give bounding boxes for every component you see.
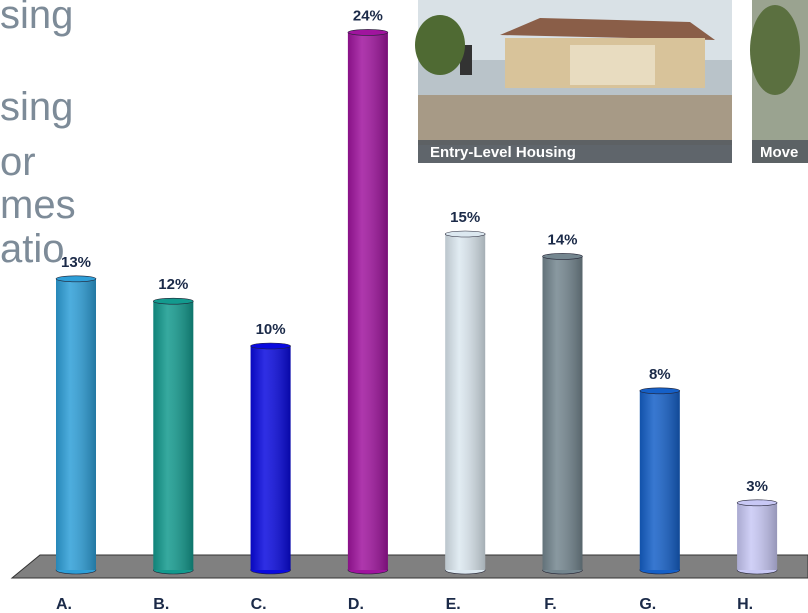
value-label: 13%: [61, 254, 91, 271]
bar-shade: [153, 301, 194, 570]
bar-shade: [542, 256, 583, 570]
slide-text: atio: [0, 227, 65, 271]
x-tick-label: B.: [153, 596, 169, 613]
value-label: 24%: [353, 7, 383, 24]
value-label: 14%: [547, 231, 577, 248]
x-tick-label: G.: [639, 596, 656, 613]
bar-cap: [153, 297, 194, 305]
bar-cap: [250, 342, 291, 350]
bar-cap: [736, 499, 778, 507]
bar-cap: [639, 387, 681, 395]
slide-text: sing: [0, 0, 73, 37]
photo: Move: [750, 0, 808, 163]
bar-cap: [542, 253, 583, 260]
x-tick-label: D.: [348, 596, 364, 613]
value-label: 8%: [649, 366, 671, 383]
value-label: 10%: [256, 321, 286, 338]
bar-shade: [445, 234, 486, 570]
photo-caption: Entry-Level Housing: [430, 144, 576, 161]
slide-text: or: [0, 140, 36, 184]
bar-shade: [56, 278, 96, 570]
slide-text: sing: [0, 85, 73, 129]
bar-shade: [639, 390, 680, 570]
x-tick-label: A.: [56, 596, 72, 613]
value-label: 15%: [450, 209, 480, 226]
value-label: 12%: [158, 276, 188, 293]
x-tick-label: E.: [446, 596, 461, 613]
value-label: 3%: [746, 478, 768, 495]
bar-cap: [444, 230, 486, 238]
bar-shade: [737, 502, 778, 570]
x-tick-label: C.: [251, 596, 267, 613]
x-tick-label: H.: [737, 596, 753, 613]
slide-text: mes: [0, 183, 76, 227]
photo-caption: Move: [760, 144, 798, 161]
bar-shade: [347, 32, 388, 570]
x-tick-label: F.: [544, 596, 556, 613]
bar-cap: [347, 29, 389, 36]
chart-floor: [10, 554, 808, 579]
bar-shade: [250, 346, 291, 570]
photo: Entry-Level Housing: [415, 0, 732, 163]
bar-cap: [55, 275, 97, 283]
